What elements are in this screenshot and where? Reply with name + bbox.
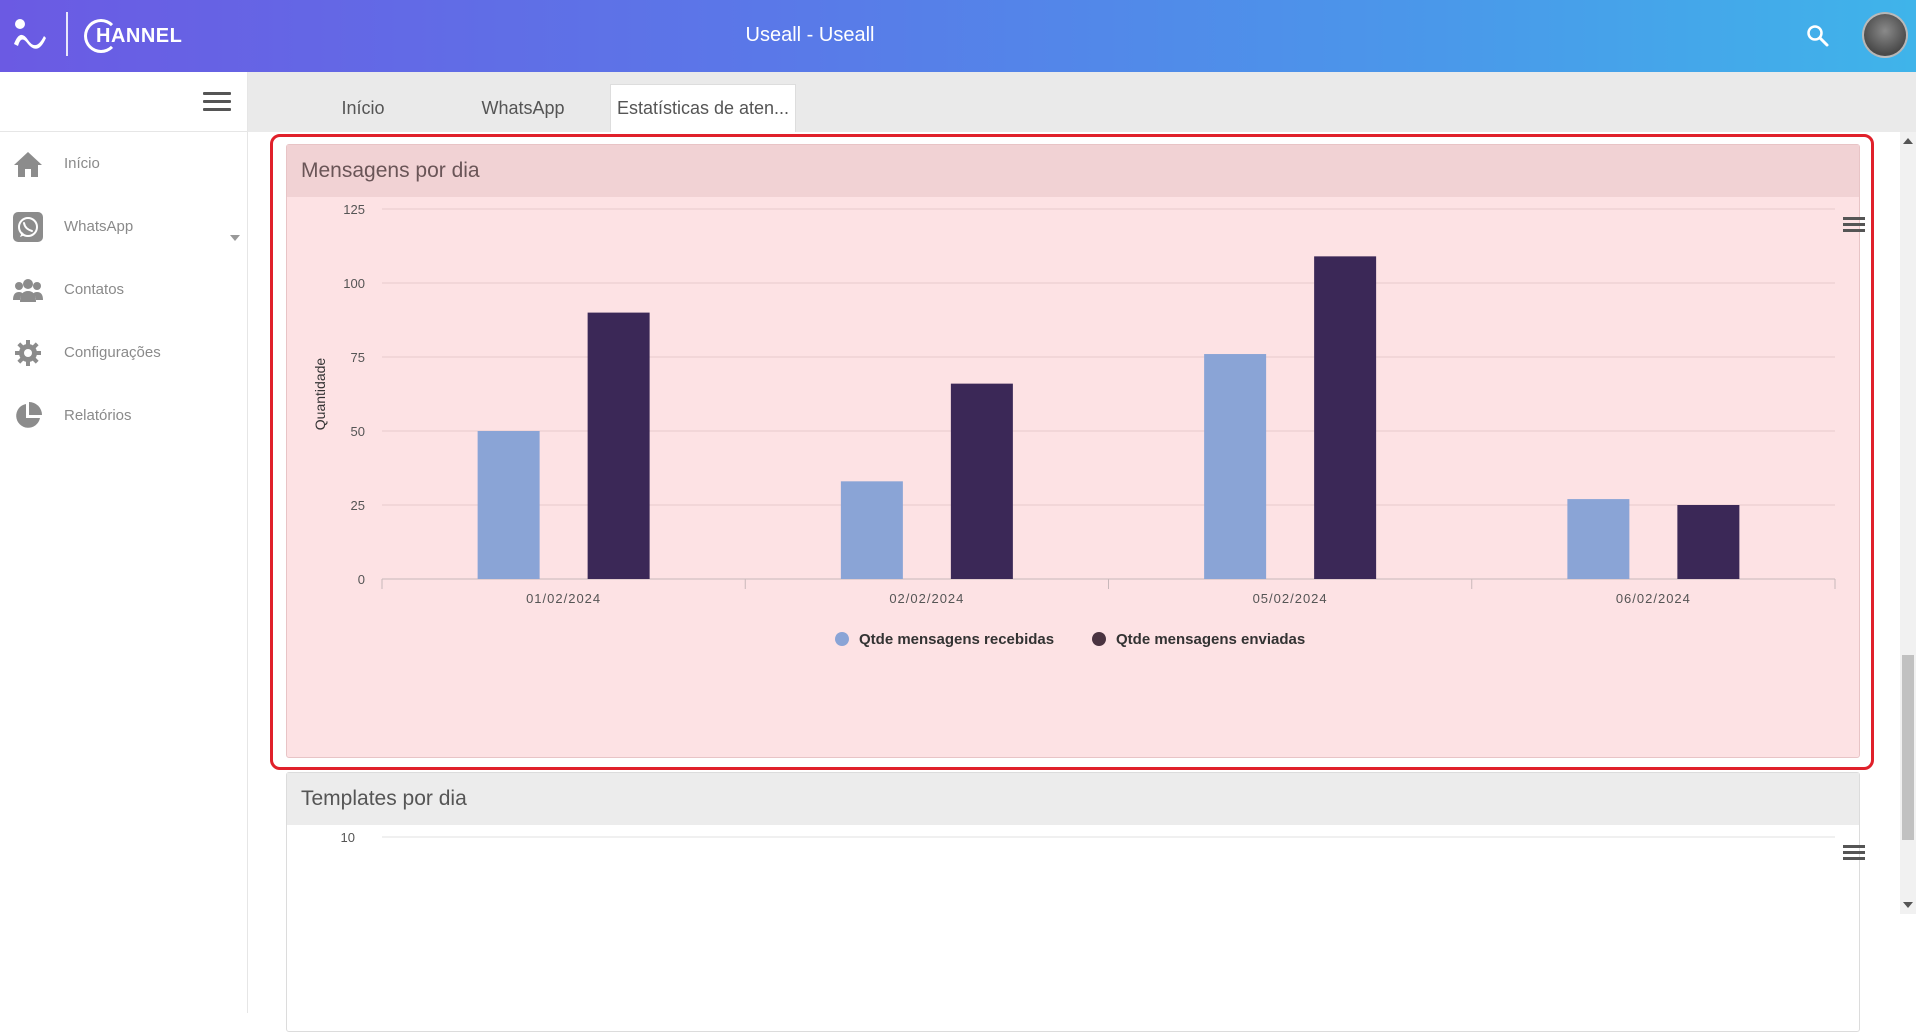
main-area: Início WhatsApp Estatísticas de aten... … (248, 72, 1916, 1032)
x-tick-label: 01/02/2024 (526, 591, 601, 606)
legend-marker (835, 632, 849, 646)
menu-toggle-icon[interactable] (203, 92, 231, 112)
chart-menu-icon[interactable] (1843, 217, 1865, 233)
sidebar-item-whatsapp[interactable]: WhatsApp (0, 195, 247, 258)
sidebar-item-configuracoes[interactable]: Configurações (0, 321, 247, 384)
search-icon[interactable] (1804, 22, 1832, 50)
bar-enviadas (587, 312, 650, 579)
legend-marker (1092, 632, 1106, 646)
tab-estatisticas[interactable]: Estatísticas de aten... (610, 84, 796, 132)
contacts-icon (13, 278, 43, 302)
bar-enviadas (1314, 256, 1377, 579)
whatsapp-icon (13, 211, 43, 242)
top-header: HANNEL Useall - Useall (0, 0, 1916, 72)
sidebar: Início WhatsApp Contatos (0, 72, 248, 1013)
scroll-thumb[interactable] (1902, 655, 1914, 840)
x-tick-label: 02/02/2024 (889, 591, 964, 606)
pie-chart-icon (16, 401, 42, 428)
tab-whatsapp[interactable]: WhatsApp (481, 97, 565, 118)
messages-bar-chart: 0 25 50 75 100 125 Quantidade 01/02/2024 02/02/2… (312, 202, 1836, 648)
y-axis-label: Quantidade (312, 358, 328, 431)
x-tick-label: 06/02/2024 (1616, 591, 1691, 606)
chart-menu-icon[interactable] (1843, 845, 1865, 861)
y-tick-label: 75 (351, 350, 365, 365)
app-logo-icon[interactable] (10, 14, 52, 56)
chevron-down-icon[interactable] (230, 235, 240, 241)
sidebar-item-contatos[interactable]: Contatos (0, 258, 247, 321)
sidebar-item-label: Configurações (64, 344, 161, 361)
bar-recebidas (477, 431, 540, 579)
brand-logo-text: HANNEL (96, 24, 183, 47)
tab-inicio[interactable]: Início (341, 97, 385, 118)
y-tick-label: 10 (341, 830, 355, 845)
y-tick-label: 125 (343, 202, 365, 217)
messages-per-day-card: Mensagens por dia 0 25 50 75 100 125 Quantidad… (286, 144, 1865, 758)
sidebar-item-label: Relatórios (64, 407, 132, 424)
sidebar-item-inicio[interactable]: Início (0, 132, 247, 195)
logo-divider (66, 12, 68, 56)
app-title: Useall - Useall (745, 24, 875, 46)
x-tick-label: 05/02/2024 (1253, 591, 1328, 606)
vertical-scrollbar[interactable] (1900, 132, 1916, 914)
scroll-up-icon[interactable] (1903, 138, 1913, 144)
y-tick-label: 100 (343, 276, 365, 291)
y-tick-label: 50 (351, 424, 365, 439)
user-avatar[interactable] (1862, 12, 1908, 58)
sidebar-item-label: Contatos (64, 281, 125, 298)
content-area: Mensagens por dia 0 25 50 75 100 125 Quantidad… (248, 132, 1900, 1032)
legend-label[interactable]: Qtde mensagens enviadas (1116, 631, 1305, 648)
bar-recebidas (1567, 499, 1630, 579)
card-title: Templates por dia (287, 773, 1859, 825)
templates-chart: 10 (341, 830, 1835, 845)
scroll-down-icon[interactable] (1903, 902, 1913, 908)
legend-label[interactable]: Qtde mensagens recebidas (859, 631, 1054, 648)
bar-enviadas (1677, 505, 1740, 579)
bar-recebidas (1204, 354, 1267, 579)
card-title: Mensagens por dia (287, 145, 1859, 197)
brand-logo: HANNEL (84, 16, 182, 56)
sidebar-header (0, 72, 247, 132)
home-icon (14, 151, 42, 177)
bar-recebidas (840, 481, 903, 579)
sidebar-item-relatorios[interactable]: Relatórios (0, 384, 247, 447)
highlight-box (270, 134, 1874, 770)
templates-per-day-card: Templates por dia 10 (286, 772, 1865, 1032)
y-tick-label: 0 (358, 572, 365, 587)
bar-enviadas (950, 383, 1013, 579)
sidebar-item-label: WhatsApp (64, 218, 134, 235)
y-tick-label: 25 (351, 498, 365, 513)
gear-icon (15, 339, 41, 366)
tab-bar: Início WhatsApp Estatísticas de aten... (248, 72, 1916, 132)
sidebar-item-label: Início (64, 155, 100, 172)
